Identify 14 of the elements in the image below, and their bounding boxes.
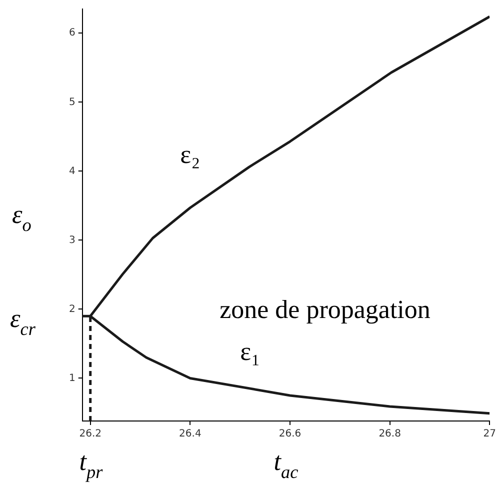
y-tick-label: 6 bbox=[68, 28, 76, 39]
x-tick-label: 27 bbox=[483, 428, 496, 440]
y-tick-label: 2 bbox=[68, 304, 76, 315]
x-tick-label: 26.4 bbox=[179, 428, 202, 440]
y-tick-label: 3 bbox=[68, 234, 76, 246]
y-tick-label: 1 bbox=[68, 372, 76, 384]
series-label: ε₂ bbox=[180, 140, 200, 169]
x-tick-label: 26.6 bbox=[278, 428, 302, 440]
x-tick-label: 26.2 bbox=[79, 428, 102, 440]
annotation: zone de propagation bbox=[220, 295, 430, 324]
x-tick-label: 26.8 bbox=[378, 428, 401, 440]
y-tick-label: 5 bbox=[68, 96, 76, 108]
y-tick-label: 4 bbox=[68, 166, 76, 177]
series-label: ε₁ bbox=[240, 337, 260, 366]
